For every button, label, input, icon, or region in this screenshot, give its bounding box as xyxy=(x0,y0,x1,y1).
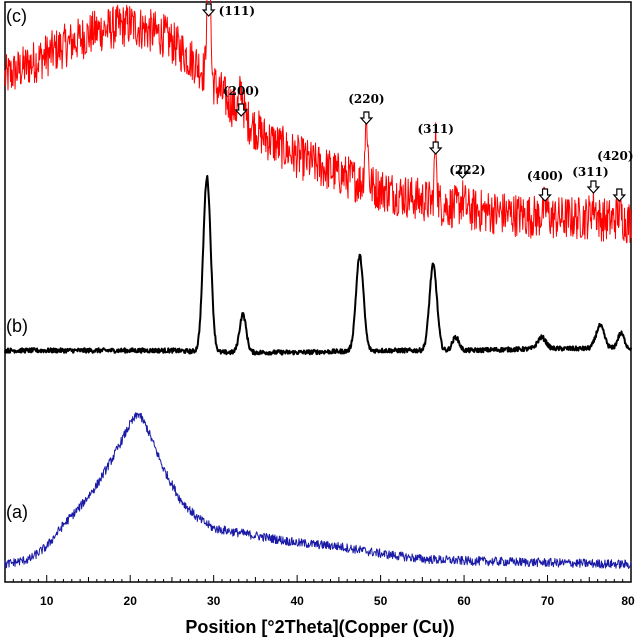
panel-label-b: (b) xyxy=(6,316,28,336)
series-line-a xyxy=(4,412,632,569)
peak-label: (111) xyxy=(219,4,255,18)
down-arrow-icon xyxy=(586,180,601,194)
x-tick-label: 60 xyxy=(457,594,471,608)
series-line-b xyxy=(4,174,632,356)
x-axis-ticks: 10 20 30 40 50 60 70 80 xyxy=(4,575,635,608)
down-arrow-icon xyxy=(538,188,552,202)
peak-label: (220) xyxy=(348,92,384,106)
peak-marker: (311) xyxy=(572,165,609,194)
peak-label: (311) xyxy=(572,165,608,179)
down-arrow-icon xyxy=(455,165,470,179)
x-tick-label: 10 xyxy=(40,594,54,608)
series-line-c xyxy=(4,0,632,244)
x-tick-label: 30 xyxy=(207,594,221,608)
peak-label: (222) xyxy=(449,163,485,177)
peak-marker: (400) xyxy=(527,169,563,202)
x-tick-label: 20 xyxy=(124,594,138,608)
down-arrow-icon xyxy=(612,188,627,202)
panel-label-a: (a) xyxy=(6,502,28,522)
down-arrow-icon xyxy=(428,141,443,155)
x-tick-label: 80 xyxy=(621,594,635,608)
x-tick-label: 50 xyxy=(374,594,388,608)
peak-label: (400) xyxy=(527,169,563,183)
peak-marker: (220) xyxy=(348,92,385,125)
panel-label-c: (c) xyxy=(6,6,27,26)
series-layer xyxy=(4,0,632,569)
peak-label: (200) xyxy=(223,84,259,98)
down-arrow-icon xyxy=(234,103,249,117)
peak-marker: (420) xyxy=(597,149,634,202)
x-tick-label: 40 xyxy=(290,594,304,608)
peak-marker: (111) xyxy=(201,3,255,18)
x-axis-label: Position [°2Theta](Copper (Cu)) xyxy=(185,617,454,637)
peak-marker: (200) xyxy=(223,84,259,117)
plot-frame xyxy=(4,1,632,583)
peak-label: (311) xyxy=(417,122,453,136)
down-arrow-icon xyxy=(201,3,216,17)
peak-label: (420) xyxy=(597,149,633,163)
peak-marker: (311) xyxy=(417,122,454,155)
down-arrow-icon xyxy=(359,111,374,125)
x-tick-label: 70 xyxy=(541,594,555,608)
peak-markers: (111) (200) (220) (311) (222) (400) (311) (420) xyxy=(201,3,634,202)
panel-labels: (c) (b) (a) xyxy=(6,6,28,522)
peak-marker: (222) xyxy=(449,163,486,179)
